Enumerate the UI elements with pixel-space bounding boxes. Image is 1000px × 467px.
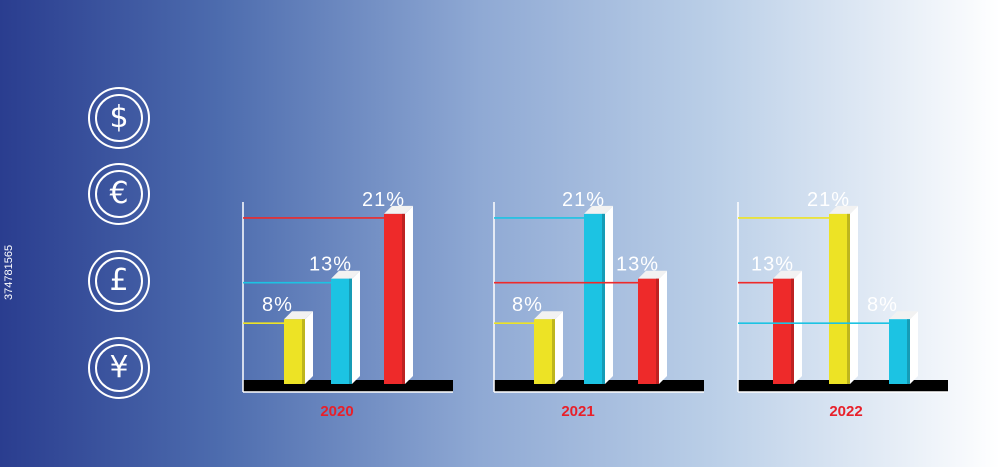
bar-top-face (638, 270, 667, 279)
pound-symbol: £ (95, 257, 143, 305)
bar-edge-shade (402, 213, 405, 384)
bar-front-face (829, 213, 850, 384)
bar-front-face (638, 278, 659, 384)
bar-edge-shade (907, 319, 910, 384)
bar-edge-shade (552, 319, 555, 384)
dollar-coin-icon: $ (88, 87, 150, 149)
pound-coin-icon: £ (88, 250, 150, 312)
bar-edge-shade (791, 278, 794, 384)
bar-value-label: 21% (807, 189, 850, 211)
bar-side-face (659, 270, 667, 384)
bar-top-face (534, 311, 563, 320)
bar-21pct: 21% (738, 189, 858, 384)
bar-13pct: 13% (494, 254, 667, 384)
bar-side-face (305, 311, 313, 384)
bar-value-label: 13% (309, 254, 352, 276)
bar-front-face (331, 278, 352, 384)
bar-edge-shade (602, 213, 605, 384)
bar-edge-shade (656, 278, 659, 384)
bar-front-face (284, 319, 305, 384)
bar-side-face (405, 205, 413, 384)
bar-side-face (555, 311, 563, 384)
bar-top-face (829, 205, 858, 214)
chart-2022: 13% 21% 8% 2022 (737, 189, 948, 420)
bar-front-face (384, 213, 405, 384)
bar-13pct: 13% (243, 254, 360, 384)
year-label: 2020 (320, 403, 353, 420)
bar-top-face (584, 205, 613, 214)
bar-front-face (584, 213, 605, 384)
year-label: 2022 (829, 403, 862, 420)
bar-edge-shade (349, 278, 352, 384)
bar-side-face (850, 205, 858, 384)
bar-value-label: 13% (751, 254, 794, 276)
bar-front-face (773, 278, 794, 384)
chart-2021: 8% 21% 13% 2021 (493, 189, 704, 420)
bar-13pct: 13% (738, 254, 802, 384)
euro-coin-icon: € (88, 163, 150, 225)
yen-symbol: ¥ (95, 344, 143, 392)
bar-top-face (384, 205, 413, 214)
bar-side-face (352, 270, 360, 384)
bar-side-face (605, 205, 613, 384)
bar-front-face (889, 319, 910, 384)
bar-value-label: 8% (262, 294, 293, 316)
bar-edge-shade (847, 213, 850, 384)
bar-21pct: 21% (243, 189, 413, 384)
bar-value-label: 8% (867, 294, 898, 316)
euro-symbol: € (95, 170, 143, 218)
bar-value-label: 13% (616, 254, 659, 276)
bar-top-face (773, 270, 802, 279)
bar-front-face (534, 319, 555, 384)
bar-value-label: 8% (512, 294, 543, 316)
bar-21pct: 21% (494, 189, 613, 384)
bar-side-face (794, 270, 802, 384)
bar-8pct: 8% (494, 294, 563, 384)
bar-edge-shade (302, 319, 305, 384)
bar-8pct: 8% (738, 294, 918, 384)
dollar-symbol: $ (95, 94, 143, 142)
bar-value-label: 21% (562, 189, 605, 211)
bar-value-label: 21% (362, 189, 405, 211)
bar-top-face (889, 311, 918, 320)
bar-side-face (910, 311, 918, 384)
yen-coin-icon: ¥ (88, 337, 150, 399)
bar-top-face (284, 311, 313, 320)
bar-8pct: 8% (243, 294, 313, 384)
chart-2020: 8% 13% 21% 2020 (242, 189, 453, 420)
year-label: 2021 (561, 403, 594, 420)
bar-top-face (331, 270, 360, 279)
